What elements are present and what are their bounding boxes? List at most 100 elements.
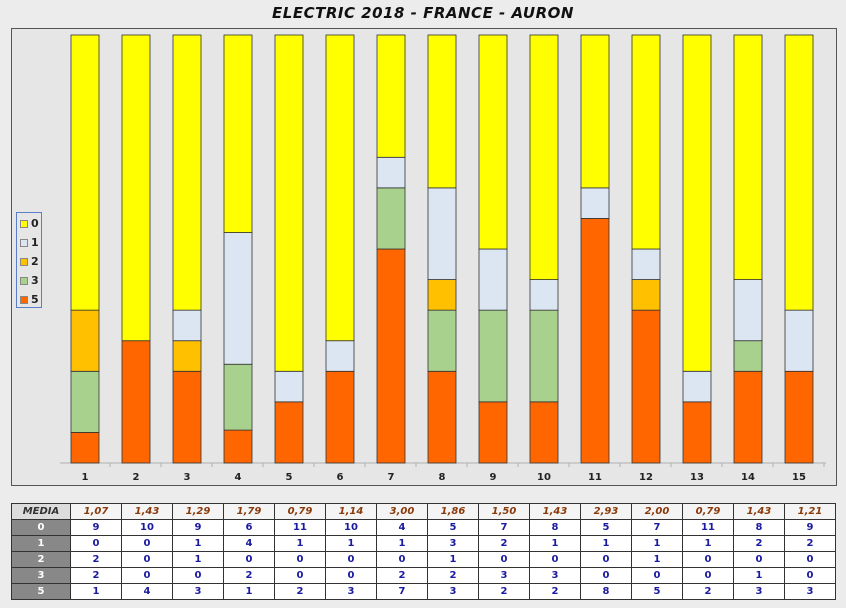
bar-9-series-0 [478,34,508,250]
bar-7-series-5 [376,248,406,464]
x-tick-label: 3 [184,472,191,483]
x-tick-label: 12 [639,472,653,483]
table-cell: 9 [784,519,836,536]
table-cell: 8 [733,519,785,536]
legend-item-2: 2 [20,255,39,269]
bar-11-series-1 [580,187,610,219]
legend-label: 3 [31,274,39,287]
bar-10-series-0 [529,34,559,280]
bar-12-series-2 [631,279,661,311]
table-cell: 0 [121,567,173,584]
x-tick-label: 5 [286,472,293,483]
table-cell: 10 [325,519,377,536]
table-cell: 0 [784,567,836,584]
bar-12-series-1 [631,248,661,280]
table-cell: 1 [70,583,122,600]
table-cell: 4 [121,583,173,600]
bar-9-series-1 [478,248,508,311]
bar-13-series-0 [682,34,712,372]
bar-15-series-0 [784,34,814,311]
table-cell: 1 [733,567,785,584]
chart-legend: 0 1 2 3 5 [16,212,42,308]
table-cell: 3 [325,583,377,600]
table-cell: 0 [172,567,224,584]
bar-9-series-5 [478,401,508,464]
bar-6-series-1 [325,340,355,372]
x-tick-label: 2 [133,472,140,483]
table-cell: 1 [172,551,224,568]
table-cell: 0 [682,567,734,584]
x-tick-label: 8 [439,472,446,483]
bar-11-series-0 [580,34,610,189]
table-cell: 1,43 [733,503,785,520]
table-cell: 2,00 [631,503,683,520]
table-cell: 3 [427,583,479,600]
bar-13-series-5 [682,401,712,464]
table-cell: 1 [223,583,275,600]
table-cell: 1 [580,535,632,552]
bar-2-series-0 [121,34,151,342]
table-cell: 2 [274,583,326,600]
x-tick-label: 1 [82,472,89,483]
legend-label: 1 [31,236,39,249]
bar-7-series-0 [376,34,406,158]
bar-14-series-0 [733,34,763,280]
table-cell: 3 [478,567,530,584]
legend-swatch [20,220,28,228]
table-cell: 1,43 [121,503,173,520]
table-cell: 1,29 [172,503,224,520]
table-cell: 9 [70,519,122,536]
bar-13-series-1 [682,370,712,403]
table-cell: 0,79 [274,503,326,520]
table-cell: 11 [682,519,734,536]
table-cell: 0 [325,551,377,568]
table-cell: 0 [325,567,377,584]
bar-4-series-3 [223,363,253,431]
table-cell: 0 [223,551,275,568]
row-header: 2 [11,551,71,568]
legend-item-1: 1 [20,236,39,250]
table-cell: 1 [274,535,326,552]
table-cell: 10 [121,519,173,536]
table-cell: 3 [529,567,581,584]
table-cell: 4 [223,535,275,552]
x-tick-label: 10 [537,472,551,483]
table-cell: 6 [223,519,275,536]
bar-3-series-2 [172,340,202,372]
table-cell: 0 [121,535,173,552]
table-cell: 3 [784,583,836,600]
table-cell: 1 [631,535,683,552]
row-header: 5 [11,583,71,600]
table-cell: 11 [274,519,326,536]
legend-swatch [20,239,28,247]
bar-1-series-2 [70,309,100,372]
table-cell: 1,50 [478,503,530,520]
legend-label: 2 [31,255,39,268]
x-tick-label: 7 [388,472,395,483]
table-cell: 0 [478,551,530,568]
table-cell: 7 [631,519,683,536]
table-cell: 1 [631,551,683,568]
bar-2-series-5 [121,340,151,464]
bar-3-series-1 [172,309,202,342]
table-cell: 3 [172,583,224,600]
bar-1-series-0 [70,34,100,311]
table-cell: 2 [784,535,836,552]
table-cell: 2 [376,567,428,584]
table-cell: 3,00 [376,503,428,520]
table-cell: 2 [478,535,530,552]
bar-11-series-5 [580,218,610,464]
row-header: MEDIA [11,503,71,520]
bar-10-series-1 [529,279,559,311]
bar-6-series-0 [325,34,355,342]
bar-8-series-0 [427,34,457,189]
bar-1-series-3 [70,370,100,433]
table-cell: 1,07 [70,503,122,520]
bar-5-series-5 [274,401,304,464]
table-cell: 2,93 [580,503,632,520]
table-cell: 0 [733,551,785,568]
x-tick-label: 6 [337,472,344,483]
table-cell: 3 [733,583,785,600]
table-cell: 0 [580,567,632,584]
